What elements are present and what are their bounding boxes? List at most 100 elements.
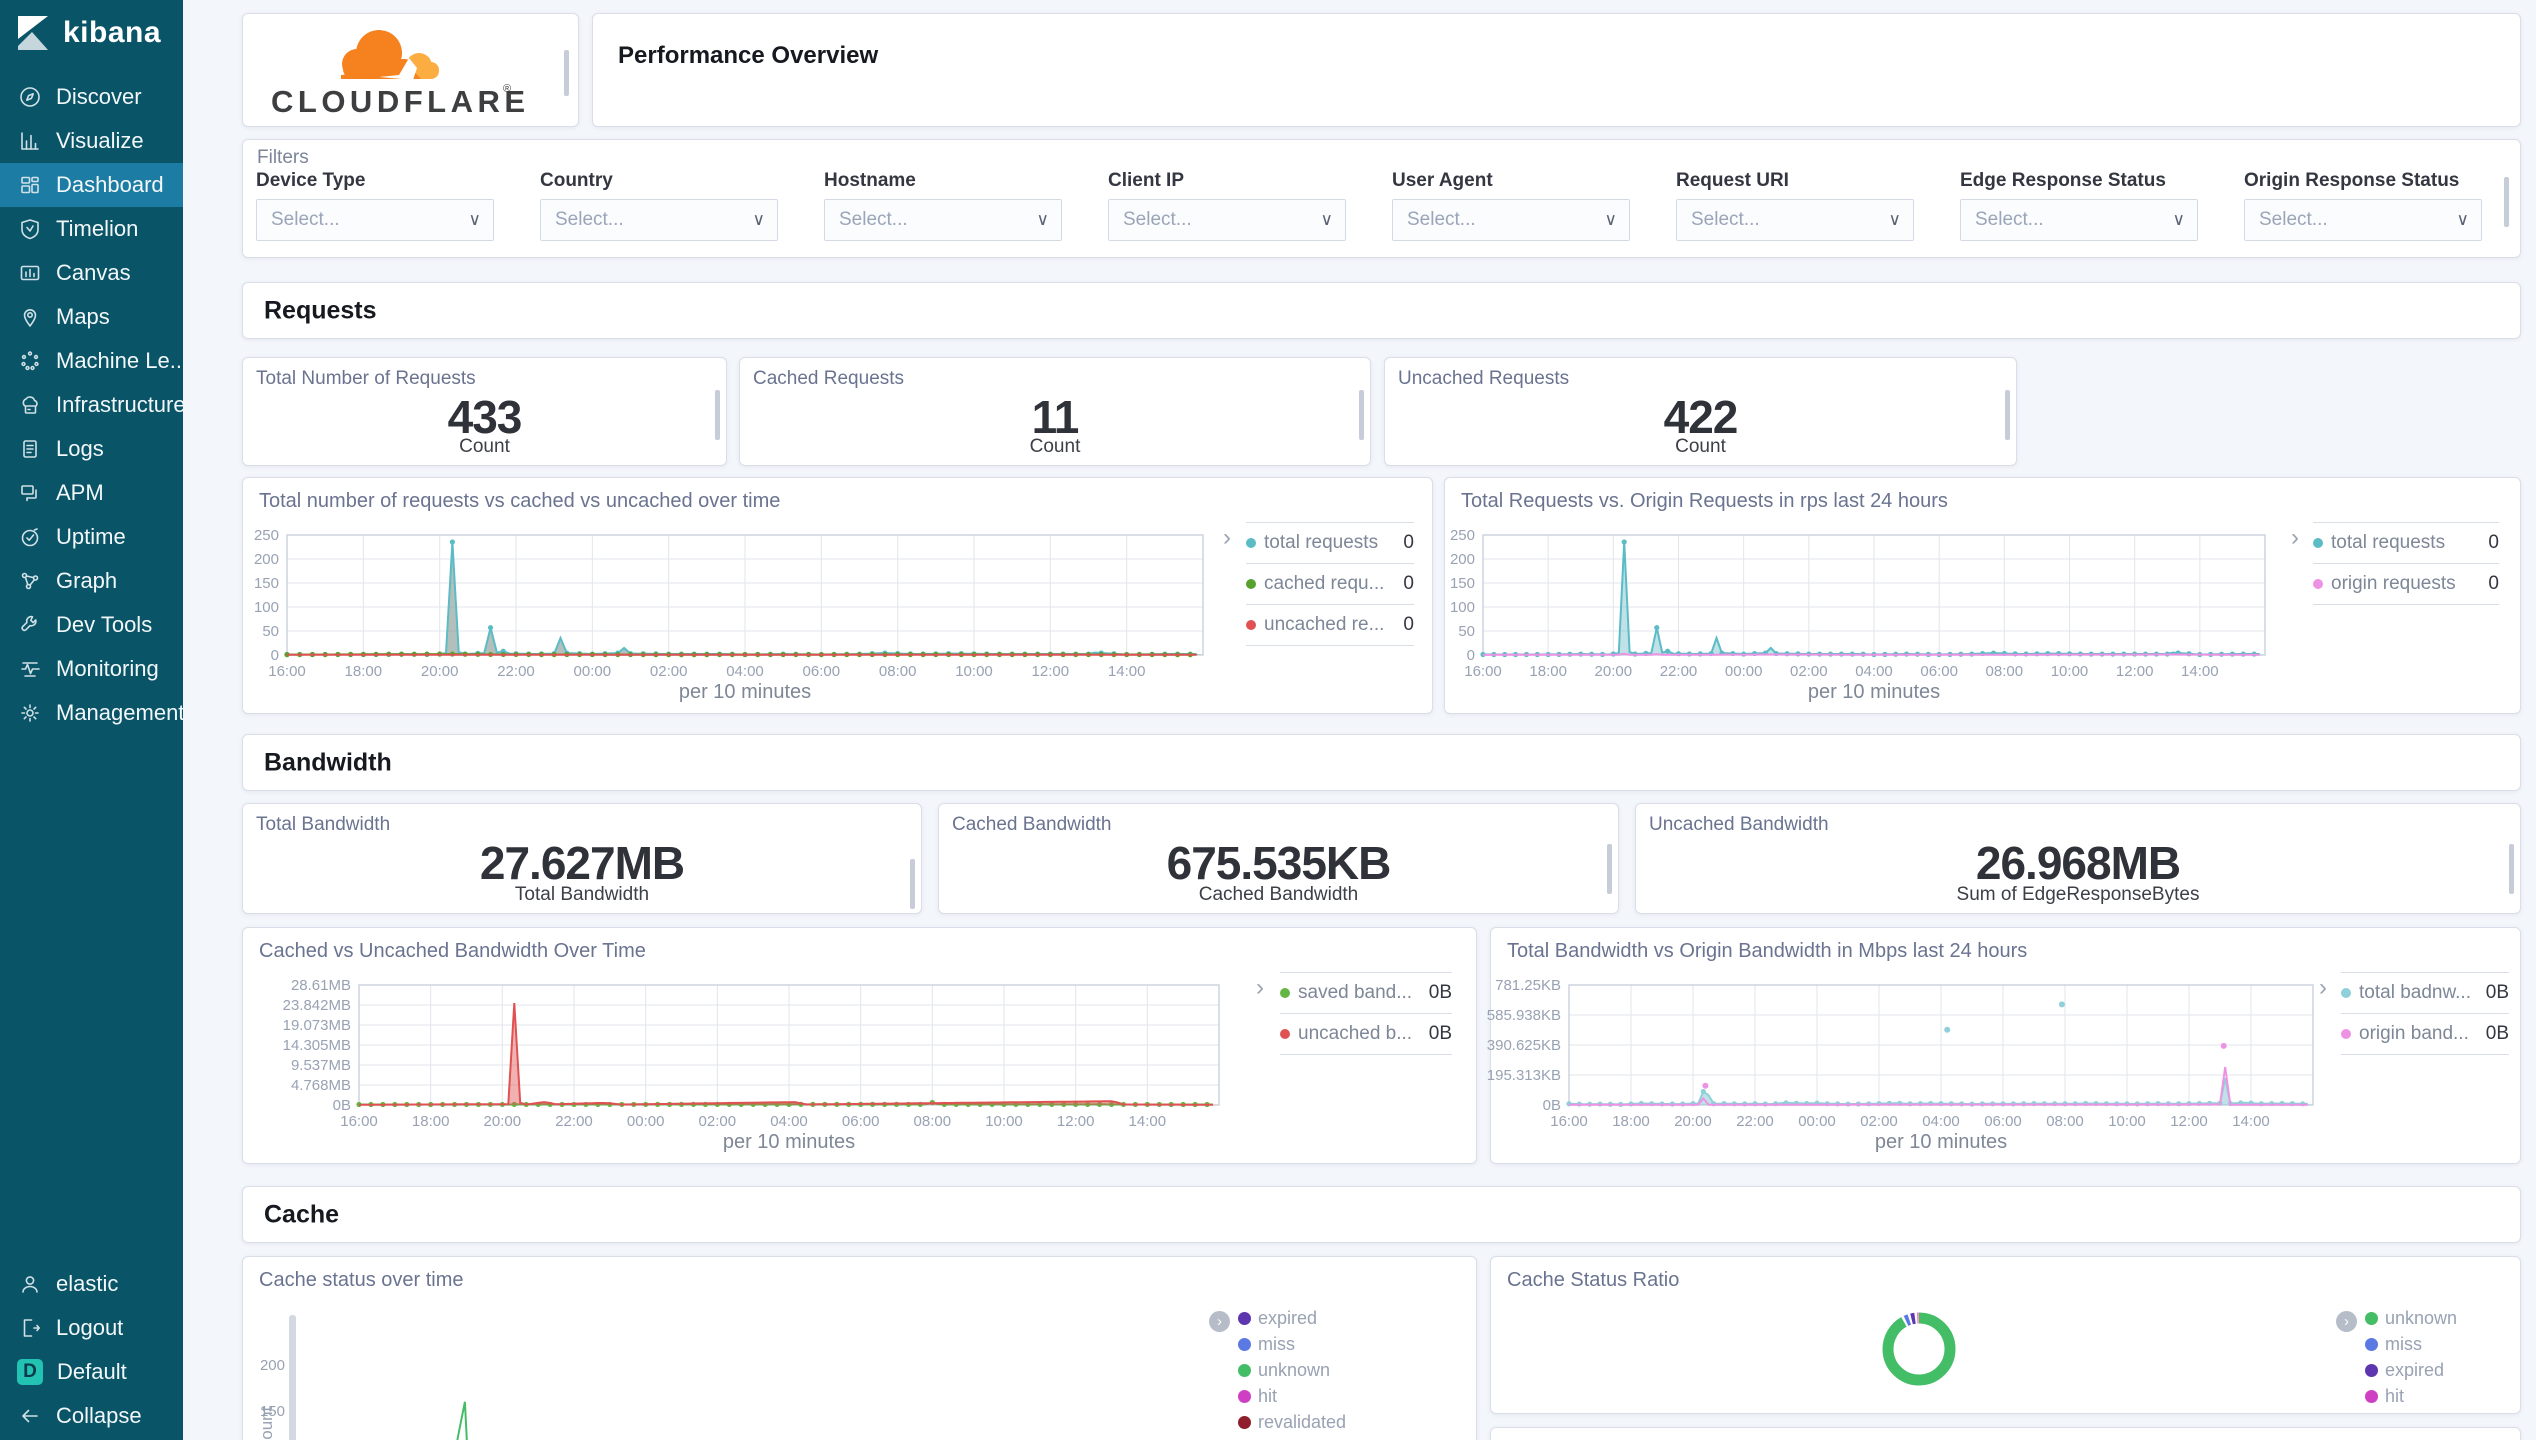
sidebar-nav: Discover Visualize Dashboard Timelion Canvas… xyxy=(0,75,183,735)
sidebar-item-default[interactable]: D Default xyxy=(0,1350,183,1394)
legend-value: 0 xyxy=(1403,614,1414,635)
sidebar-item-graph[interactable]: Graph xyxy=(0,559,183,603)
sidebar-item-uptime[interactable]: Uptime xyxy=(0,515,183,559)
metric-subtitle: Count xyxy=(1675,436,1726,457)
section-title-requests: Requests xyxy=(264,296,377,324)
legend-item-origin-band[interactable]: origin band... 0B xyxy=(2341,1013,2509,1054)
panel-drag-handle[interactable] xyxy=(564,50,569,96)
legend-item-miss[interactable]: miss xyxy=(2365,1331,2457,1357)
panel-scrollbar[interactable] xyxy=(289,1315,296,1440)
filter-select-country[interactable]: Select... ∨ xyxy=(540,199,778,241)
sidebar-item-discover[interactable]: Discover xyxy=(0,75,183,119)
sidebar-item-label: Graph xyxy=(56,568,118,593)
svg-text:50: 50 xyxy=(262,623,279,640)
chart-panel-total-vs-origin-bandwidth: Total Bandwidth vs Origin Bandwidth in M… xyxy=(1487,927,2521,1164)
sidebar-item-collapse[interactable]: Collapse xyxy=(0,1394,183,1438)
cache-status-ratio-donut[interactable] xyxy=(1881,1311,1957,1387)
filter-select-hostname[interactable]: Select... ∨ xyxy=(824,199,1062,241)
svg-text:0B: 0B xyxy=(333,1097,351,1114)
panel-drag-handle[interactable] xyxy=(1359,390,1364,440)
legend-toggle-chevron-icon[interactable]: › xyxy=(2291,524,2299,551)
svg-text:150: 150 xyxy=(1450,575,1475,592)
panel-drag-handle[interactable] xyxy=(715,390,720,440)
sidebar-item-dashboard[interactable]: Dashboard xyxy=(0,163,183,207)
svg-text:22:00: 22:00 xyxy=(1736,1113,1774,1130)
apm-icon xyxy=(18,481,42,505)
cached-vs-uncached-bandwidth-plot[interactable]: 0B 4.768MB 9.537MB 14.305MB 19.073MB 23.842MB… xyxy=(283,977,1220,1130)
svg-text:150: 150 xyxy=(254,575,279,592)
legend-item-total-badnw[interactable]: total badnw... 0B xyxy=(2341,972,2509,1013)
svg-text:100: 100 xyxy=(254,599,279,616)
sidebar-item-machine-le[interactable]: Machine Le... xyxy=(0,339,183,383)
legend-item-expired[interactable]: expired xyxy=(2365,1357,2457,1383)
sidebar-item-timelion[interactable]: Timelion xyxy=(0,207,183,251)
cache-status-over-time-plot[interactable] xyxy=(303,1307,1363,1440)
svg-text:585.938KB: 585.938KB xyxy=(1487,1007,1561,1024)
panel-drag-handle[interactable] xyxy=(910,859,915,909)
sidebar-item-label: Management xyxy=(56,700,183,725)
sidebar-item-management[interactable]: Management xyxy=(0,691,183,735)
metric-total-requests: Total Number of Requests 433 Count xyxy=(242,357,727,466)
legend-toggle-chevron-icon[interactable]: › xyxy=(1223,524,1231,551)
legend-item-total-requests[interactable]: total requests 0 xyxy=(1246,522,1414,563)
filter-select-edge-response-status[interactable]: Select... ∨ xyxy=(1960,199,2198,241)
sidebar-item-logs[interactable]: Logs xyxy=(0,427,183,471)
legend-item-hit[interactable]: hit xyxy=(2365,1383,2457,1409)
legend-toggle-chevron-icon[interactable]: › xyxy=(1256,974,1264,1001)
filter-select-request-uri[interactable]: Select... ∨ xyxy=(1676,199,1914,241)
chevron-down-icon: ∨ xyxy=(1036,210,1049,229)
legend-item-uncached-re[interactable]: uncached re... 0 xyxy=(1246,604,1414,645)
total-vs-origin-requests-plot[interactable]: 0 50 100 150 200 250 16:00 18:00 20:00 22:00 00:00… xyxy=(1450,527,2266,680)
filter-group-client-ip: Client IP Select... ∨ xyxy=(1108,170,1363,241)
sidebar-item-dev-tools[interactable]: Dev Tools xyxy=(0,603,183,647)
panel-drag-handle[interactable] xyxy=(2509,844,2514,894)
panel-drag-handle[interactable] xyxy=(1607,844,1612,894)
chart-title: Cache status over time xyxy=(259,1269,464,1291)
sidebar-item-apm[interactable]: APM xyxy=(0,471,183,515)
sidebar-item-visualize[interactable]: Visualize xyxy=(0,119,183,163)
metric-subtitle: Sum of EdgeResponseBytes xyxy=(1956,884,2200,905)
chart-panel-top-uris-cache-miss: Top URIs with Cache Status Miss xyxy=(1490,1427,2521,1440)
filter-select-client-ip[interactable]: Select... ∨ xyxy=(1108,199,1346,241)
legend-item-hit[interactable]: hit xyxy=(1238,1383,1346,1409)
legend-item-miss[interactable]: miss xyxy=(1238,1331,1346,1357)
legend-item-uncached-b[interactable]: uncached b... 0B xyxy=(1280,1013,1452,1054)
legend-value: 0B xyxy=(1428,982,1452,1003)
legend-item-cached-requ[interactable]: cached requ... 0 xyxy=(1246,563,1414,604)
user-icon xyxy=(18,1272,42,1296)
sidebar-item-logout[interactable]: Logout xyxy=(0,1306,183,1350)
metric-cached-requests: Cached Requests 11 Count xyxy=(739,357,1371,466)
filters-panel: Filters Device Type Select... ∨ Country Sele… xyxy=(242,139,2521,258)
chart-panel-requests-over-time: Total number of requests vs cached vs un… xyxy=(242,477,1433,714)
sidebar-item-canvas[interactable]: Canvas xyxy=(0,251,183,295)
sidebar-item-monitoring[interactable]: Monitoring xyxy=(0,647,183,691)
svg-text:9.537MB: 9.537MB xyxy=(291,1057,351,1074)
panel-drag-handle[interactable] xyxy=(2504,177,2509,227)
filter-select-origin-response-status[interactable]: Select... ∨ xyxy=(2244,199,2482,241)
legend-item-expired[interactable]: expired xyxy=(1238,1305,1346,1331)
legend-item-total-requests[interactable]: total requests 0 xyxy=(2313,522,2499,563)
legend-item-origin-requests[interactable]: origin requests 0 xyxy=(2313,563,2499,604)
svg-text:10:00: 10:00 xyxy=(2108,1113,2146,1130)
legend-item-revalidated[interactable]: revalidated xyxy=(1238,1409,1346,1435)
legend-toggle-chevron-icon[interactable]: › xyxy=(1209,1311,1230,1332)
legend-item-unknown[interactable]: unknown xyxy=(1238,1357,1346,1383)
sidebar-item-maps[interactable]: Maps xyxy=(0,295,183,339)
legend-item-unknown[interactable]: unknown xyxy=(2365,1305,2457,1331)
kibana-brand[interactable]: kibana xyxy=(0,0,183,66)
filter-select-device-type[interactable]: Select... ∨ xyxy=(256,199,494,241)
sidebar-item-infrastructure[interactable]: Infrastructure xyxy=(0,383,183,427)
panel-drag-handle[interactable] xyxy=(2005,390,2010,440)
legend-item-saved-band[interactable]: saved band... 0B xyxy=(1280,972,1452,1013)
visualize-icon xyxy=(18,129,42,153)
requests-over-time-plot[interactable]: 0 50 100 150 200 250 16:00 18:00 20:00 22:00 00:00… xyxy=(254,527,1204,680)
filter-select-user-agent[interactable]: Select... ∨ xyxy=(1392,199,1630,241)
svg-text:02:00: 02:00 xyxy=(1860,1113,1898,1130)
sidebar-item-elastic[interactable]: elastic xyxy=(0,1262,183,1306)
svg-text:0B: 0B xyxy=(1543,1097,1561,1114)
total-vs-origin-bandwidth-plot[interactable]: 0B 195.313KB 390.625KB 585.938KB 781.25KB 16:… xyxy=(1487,977,2314,1130)
svg-text:781.25KB: 781.25KB xyxy=(1495,977,1561,994)
legend-toggle-chevron-icon[interactable]: › xyxy=(2336,1311,2357,1332)
metric-title: Cached Requests xyxy=(753,368,905,389)
legend-toggle-chevron-icon[interactable]: › xyxy=(2319,974,2327,1001)
